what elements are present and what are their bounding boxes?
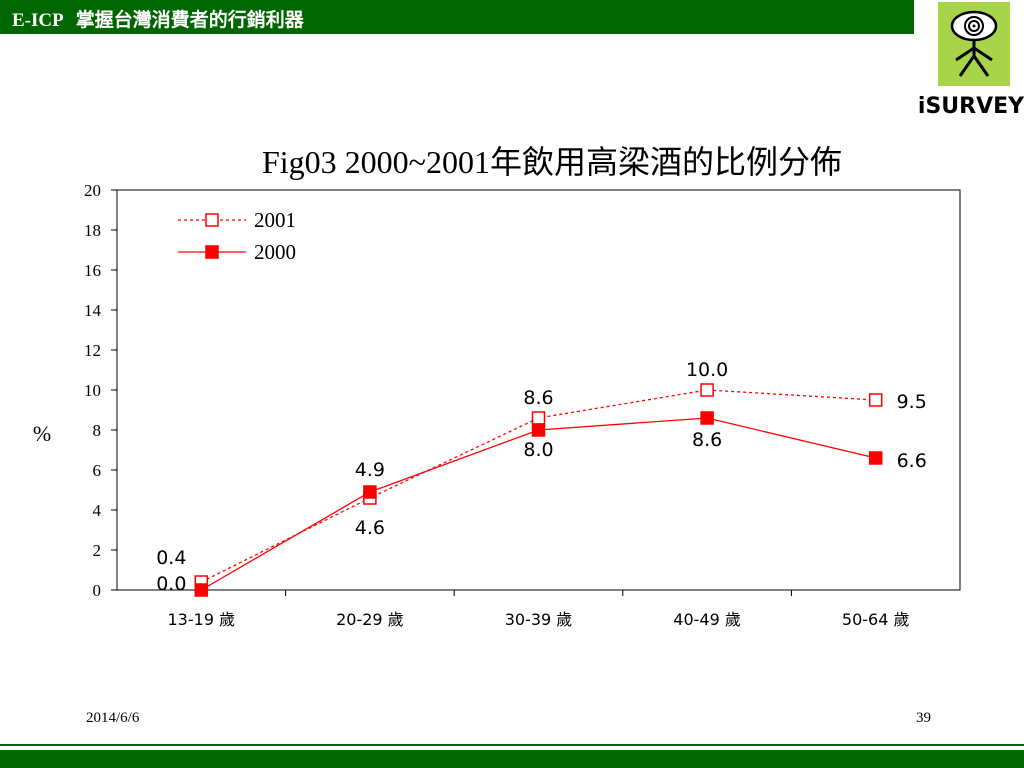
- data-point-2001: [868, 393, 883, 407]
- data-label-2000: 8.6: [692, 429, 722, 451]
- slide-date: 2014/6/6: [86, 710, 140, 726]
- data-label-2000: 4.9: [355, 459, 385, 481]
- x-axis-ticks: 13-19 歲 20-29 歲 30-39 歲 40-49 歲 50-64 歲: [168, 590, 910, 629]
- x-tick-label: 30-39 歲: [505, 610, 573, 629]
- footer-bar: [0, 750, 1024, 768]
- footer-line: [0, 744, 1024, 746]
- y-tick-label: 4: [93, 501, 102, 520]
- chart-title: Fig03 2000~2001年飲用高梁酒的比例分佈: [262, 144, 842, 180]
- header-title-text: 掌握台灣消費者的行銷利器: [75, 9, 304, 31]
- header-bar: E-ICP 掌握台灣消費者的行銷利器: [0, 0, 914, 34]
- x-tick-label: 40-49 歲: [673, 610, 741, 629]
- y-tick-label: 18: [84, 221, 101, 240]
- data-label-2001: 9.5: [897, 391, 927, 413]
- data-point-2000: [194, 583, 209, 597]
- y-tick-label: 12: [84, 341, 101, 360]
- slide-page-number: 39: [916, 710, 931, 726]
- y-tick-label: 0: [93, 581, 102, 600]
- legend: 2001 2000: [178, 208, 296, 264]
- data-labels: 0.4 4.6 8.6 10.0 9.5 0.0 4.9 8.0 8.6 6.6: [156, 359, 927, 595]
- legend-label-2001: 2001: [254, 208, 296, 232]
- y-tick-label: 14: [84, 301, 102, 320]
- x-tick-label: 50-64 歲: [842, 610, 910, 629]
- y-tick-label: 6: [93, 461, 102, 480]
- x-tick-label: 20-29 歲: [336, 610, 404, 629]
- y-tick-label: 2: [93, 541, 102, 560]
- y-tick-label: 8: [93, 421, 102, 440]
- data-label-2001: 8.6: [523, 387, 553, 409]
- isurvey-logo: iSURVEY: [918, 2, 1024, 119]
- x-tick-label: 13-19 歲: [168, 610, 236, 629]
- logo-text: iSURVEY: [918, 94, 1024, 119]
- data-label-2000: 8.0: [523, 439, 553, 461]
- y-tick-label: 20: [84, 181, 101, 200]
- y-tick-label: 16: [84, 261, 101, 280]
- header-title: E-ICP 掌握台灣消費者的行銷利器: [12, 5, 304, 32]
- legend-marker-2000: [205, 245, 219, 259]
- y-axis-label: %: [33, 421, 51, 446]
- data-point-2000: [531, 423, 546, 437]
- data-point-2001: [531, 411, 546, 425]
- data-label-2001: 4.6: [355, 517, 385, 539]
- data-point-2000: [363, 485, 377, 499]
- data-label-2001: 0.4: [156, 547, 186, 569]
- legend-label-2000: 2000: [254, 240, 296, 264]
- series-layer: [194, 383, 883, 597]
- y-tick-label: 10: [84, 381, 101, 400]
- legend-marker-2001: [205, 213, 219, 227]
- data-point-2001: [700, 383, 714, 397]
- line-chart: Fig03 2000~2001年飲用高梁酒的比例分佈 % 0 2 4 6 8 10 12 14…: [33, 144, 961, 629]
- data-point-2000: [700, 411, 714, 425]
- data-label-2000: 0.0: [156, 573, 186, 595]
- data-label-2000: 6.6: [897, 450, 927, 472]
- y-axis-ticks: 0 2 4 6 8 10 12 14 16 18 20: [84, 181, 117, 600]
- data-label-2001: 10.0: [686, 359, 728, 381]
- plot-area: [116, 189, 961, 591]
- header-code: E-ICP: [12, 10, 64, 31]
- data-point-2000: [868, 451, 883, 465]
